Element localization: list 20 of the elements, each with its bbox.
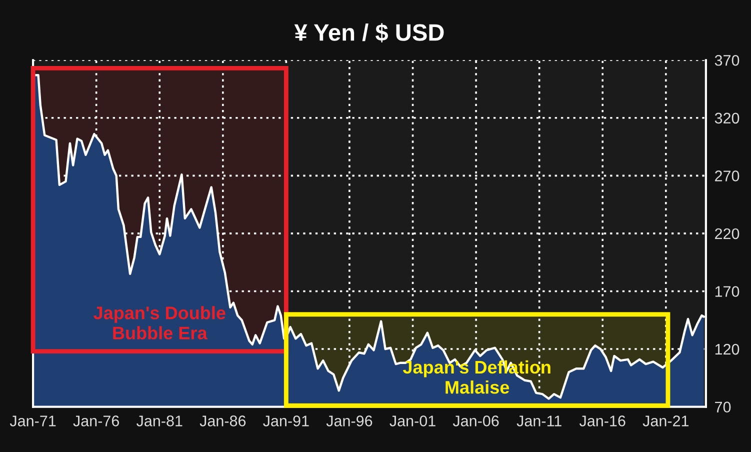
x-tick-label: Jan-91 bbox=[263, 416, 309, 426]
y-tick-label: 270 bbox=[715, 170, 740, 182]
y-tick-label: 170 bbox=[715, 286, 740, 297]
x-tick-label: Jan-11 bbox=[516, 416, 562, 426]
y-tick-label: 70 bbox=[715, 402, 731, 412]
x-tick-label: Jan-01 bbox=[390, 416, 436, 426]
x-tick-label: Jan-71 bbox=[10, 416, 56, 426]
y-tick-label: 120 bbox=[715, 344, 740, 355]
y-tick-label: 320 bbox=[714, 112, 740, 124]
x-tick-label: Jan-16 bbox=[579, 416, 626, 426]
x-tick-label: Jan-96 bbox=[326, 416, 372, 426]
x-tick-label: Jan-76 bbox=[73, 416, 120, 426]
y-tick-label: 220 bbox=[715, 228, 740, 240]
band-label: Japan's Double Bubble Era bbox=[94, 306, 226, 340]
x-tick-label: Jan-21 bbox=[642, 416, 689, 426]
x-tick-label: Jan-86 bbox=[200, 416, 246, 426]
chart-title: ¥ Yen / $ USD bbox=[294, 23, 444, 42]
y-tick-label: 370 bbox=[714, 54, 740, 66]
x-tick-label: Jan-81 bbox=[136, 416, 182, 426]
x-tick-label: Jan-06 bbox=[452, 416, 499, 426]
